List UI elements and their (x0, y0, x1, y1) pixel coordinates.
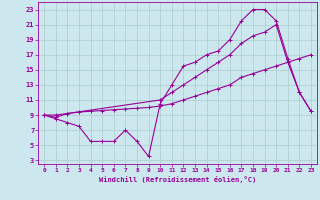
X-axis label: Windchill (Refroidissement éolien,°C): Windchill (Refroidissement éolien,°C) (99, 176, 256, 183)
